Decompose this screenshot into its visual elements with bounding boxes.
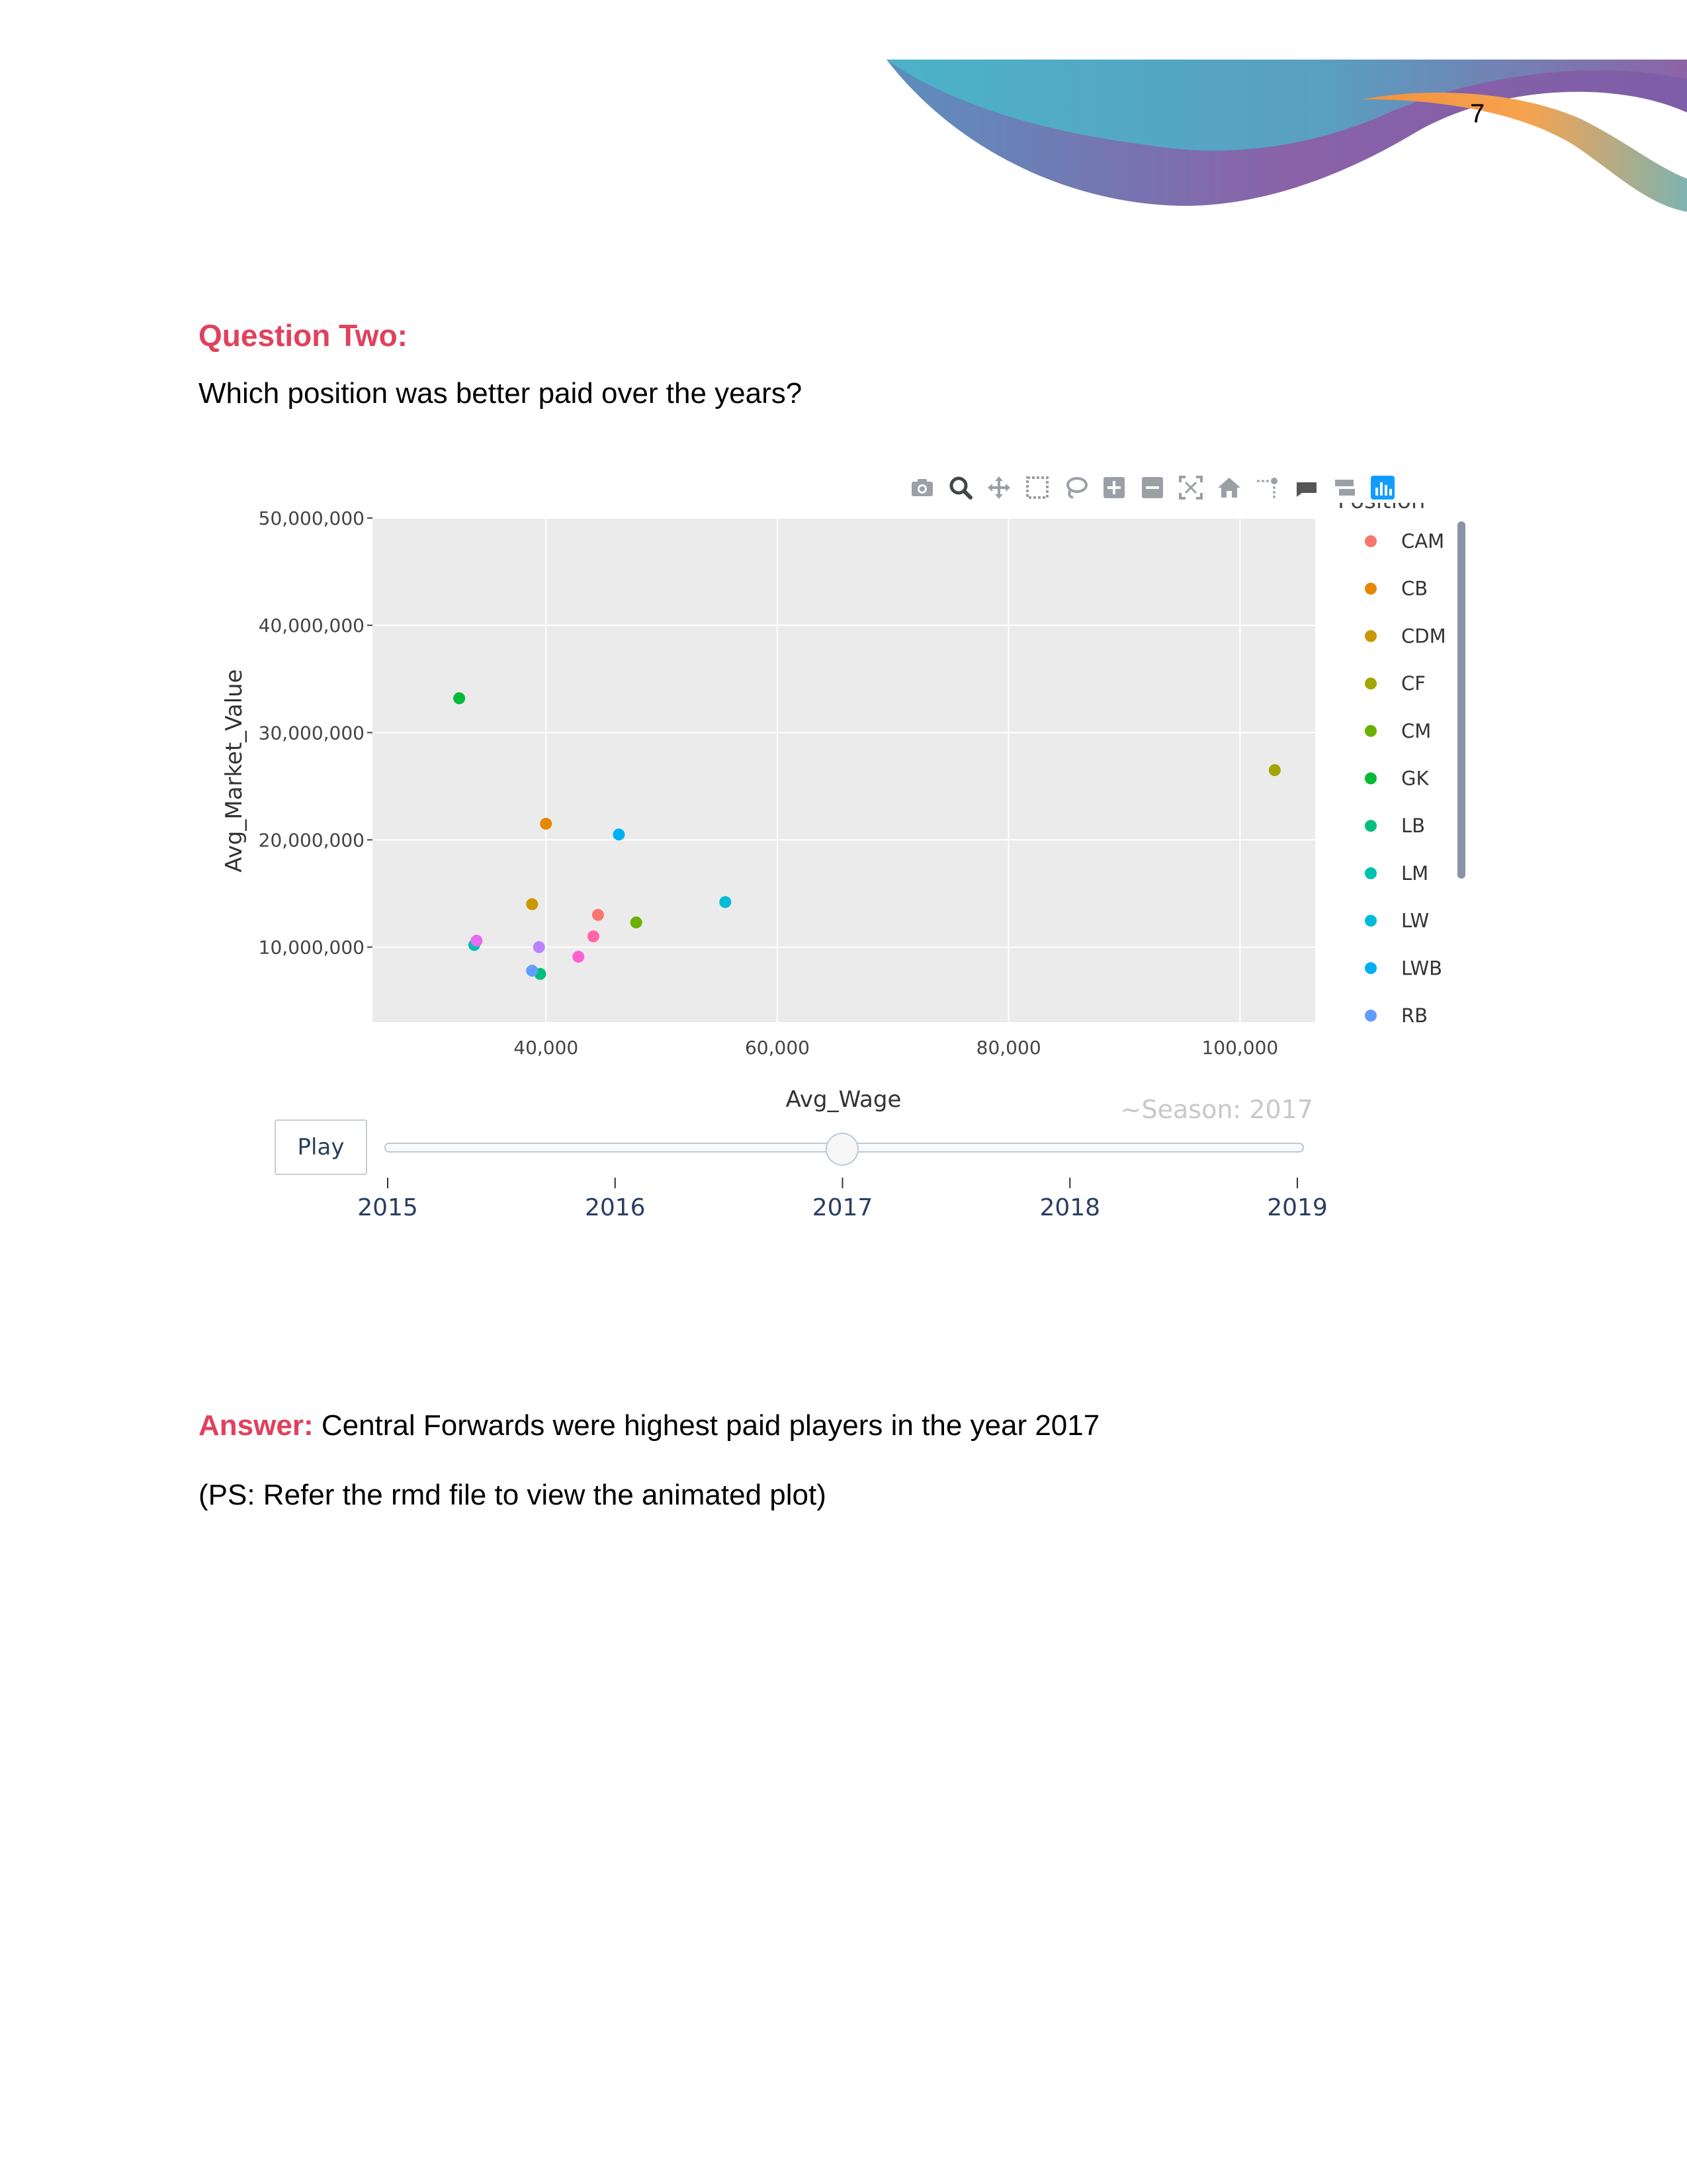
reset-axes-icon[interactable] — [1213, 472, 1245, 503]
legend-marker — [1365, 724, 1377, 737]
legend-item[interactable]: CB — [1365, 578, 1428, 600]
hover-closest-icon[interactable] — [1290, 472, 1322, 503]
play-button[interactable]: Play — [275, 1119, 367, 1175]
legend-item[interactable]: RB — [1365, 1004, 1428, 1027]
data-point[interactable] — [526, 965, 539, 977]
data-point[interactable] — [719, 896, 732, 908]
legend-label: CDM — [1401, 625, 1446, 647]
legend-item[interactable]: LM — [1365, 862, 1428, 885]
zoom-icon[interactable] — [945, 472, 976, 503]
slider-step-label[interactable]: 2015 — [357, 1194, 418, 1221]
spike-lines-icon[interactable] — [1252, 472, 1283, 503]
legend-item[interactable]: CF — [1365, 672, 1426, 695]
autoscale-icon[interactable] — [1175, 472, 1207, 503]
lasso-select-icon[interactable] — [1060, 472, 1092, 503]
y-axis-title: Avg_Market_Value — [221, 669, 247, 872]
grid-lines — [372, 517, 1315, 1022]
x-tick-label: 60,000 — [745, 1037, 810, 1059]
answer-line: Answer: Central Forwards were highest pa… — [198, 1409, 1100, 1442]
legend-item[interactable]: CDM — [1365, 625, 1446, 647]
plot-area[interactable] — [372, 518, 1315, 1022]
legend-label: RB — [1401, 1004, 1428, 1027]
legend-marker — [1365, 914, 1377, 927]
page-number: 7 — [1470, 99, 1485, 128]
data-point[interactable] — [453, 692, 466, 705]
x-tick-label: 100,000 — [1201, 1037, 1278, 1059]
legend-label: LB — [1401, 814, 1425, 837]
slider-handle[interactable] — [826, 1133, 859, 1166]
plotly-logo-icon[interactable] — [1367, 472, 1399, 503]
legend-label: LWB — [1401, 957, 1442, 979]
y-tick-label: 30,000,000 — [259, 722, 365, 744]
legend-label: LW — [1401, 910, 1429, 932]
box-select-icon[interactable] — [1021, 472, 1053, 503]
legend-item[interactable]: GK — [1365, 767, 1429, 790]
axis-ticks: 40,000 60,000 80,000 100,000 10,000,000 20,00… — [259, 507, 1279, 1059]
legend-item[interactable]: LB — [1365, 814, 1425, 837]
x-tick-label: 80,000 — [976, 1037, 1041, 1059]
answer-text: Central Forwards were highest paid playe… — [313, 1409, 1100, 1442]
scatter-chart: 40,000 60,000 80,000 100,000 10,000,000 20,00… — [221, 503, 1465, 1221]
data-point[interactable] — [540, 818, 552, 830]
legend-label: CB — [1401, 578, 1428, 600]
legend-item[interactable]: LWB — [1365, 957, 1442, 979]
legend-label: GK — [1401, 767, 1429, 790]
data-point[interactable] — [470, 934, 483, 947]
data-point[interactable] — [613, 828, 625, 841]
legend-label: LM — [1401, 862, 1428, 885]
slider-step-label[interactable]: 2017 — [812, 1194, 873, 1221]
data-point[interactable] — [533, 941, 545, 953]
camera-icon[interactable] — [906, 472, 938, 503]
hover-compare-icon[interactable] — [1328, 472, 1360, 503]
x-axis-title: Avg_Wage — [786, 1086, 902, 1113]
legend-label: CM — [1401, 720, 1431, 742]
legend-marker — [1365, 582, 1377, 595]
zoom-out-icon[interactable] — [1137, 472, 1168, 503]
header-wave-decoration — [887, 60, 1687, 212]
legend-item[interactable]: CM — [1365, 720, 1431, 742]
legend-marker — [1365, 677, 1377, 690]
x-tick-label: 40,000 — [513, 1037, 578, 1059]
legend-marker — [1365, 820, 1377, 832]
data-point[interactable] — [1268, 764, 1281, 776]
legend-title: Position — [1338, 503, 1425, 514]
ps-note: (PS: Refer the rmd file to view the anim… — [198, 1479, 826, 1511]
legend-marker — [1365, 962, 1377, 975]
slider-step-label[interactable]: 2018 — [1039, 1194, 1100, 1221]
legend-item[interactable]: CAM — [1365, 530, 1444, 552]
y-tick-label: 40,000,000 — [259, 615, 365, 636]
zoom-in-icon[interactable] — [1098, 472, 1130, 503]
legend-marker — [1365, 630, 1377, 642]
legend-marker — [1365, 1010, 1377, 1022]
chart-modebar — [906, 471, 1399, 504]
legend-marker — [1365, 535, 1377, 547]
y-tick-label: 50,000,000 — [259, 507, 365, 529]
y-tick-label: 20,000,000 — [259, 829, 365, 851]
data-point[interactable] — [630, 916, 642, 929]
legend-item[interactable]: LW — [1365, 910, 1429, 932]
legend-scrollbar[interactable] — [1457, 521, 1465, 879]
legend-label: CAM — [1401, 530, 1444, 552]
legend-marker — [1365, 772, 1377, 785]
legend: CAM CB CDM CF CM GK LB LM LW LWB RB — [1365, 530, 1446, 1027]
slider-step-label[interactable]: 2016 — [585, 1194, 646, 1221]
question-title: Question Two: — [198, 318, 408, 353]
slider-steps: 2015 2016 2017 2018 2019 — [357, 1178, 1328, 1221]
frame-label: ~Season: 2017 — [1121, 1095, 1313, 1124]
data-point[interactable] — [526, 898, 539, 910]
legend-marker — [1365, 867, 1377, 879]
slider-step-label[interactable]: 2019 — [1267, 1194, 1328, 1221]
question-text: Which position was better paid over the … — [198, 377, 802, 410]
data-point[interactable] — [572, 951, 585, 963]
y-tick-label: 10,000,000 — [259, 937, 365, 959]
data-point[interactable] — [587, 930, 599, 943]
data-point[interactable] — [591, 908, 604, 921]
answer-label: Answer: — [198, 1409, 314, 1442]
data-points — [453, 692, 1281, 981]
pan-icon[interactable] — [983, 472, 1015, 503]
legend-label: CF — [1401, 672, 1426, 695]
